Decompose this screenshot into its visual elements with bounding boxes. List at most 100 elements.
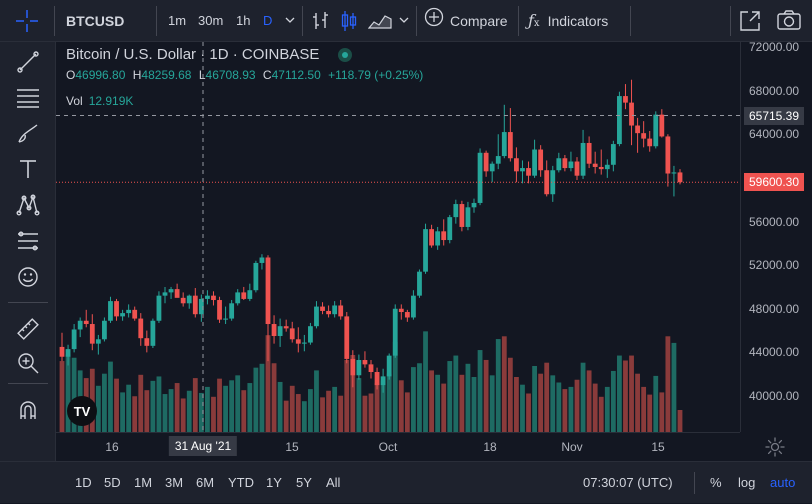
candle-body bbox=[653, 114, 659, 147]
volume-bar bbox=[653, 375, 659, 432]
volume-bar bbox=[108, 361, 113, 432]
time-axis[interactable]: 16 15 Oct 18 Nov 15 31 Aug '21 bbox=[56, 432, 740, 461]
fullscreen-icon[interactable] bbox=[738, 0, 762, 42]
indicators-button[interactable]: ƒx Indicators bbox=[528, 0, 608, 42]
interval-1h[interactable]: 1h bbox=[236, 13, 251, 28]
volume-bar bbox=[447, 361, 453, 432]
volume-bar bbox=[156, 376, 162, 432]
separator bbox=[54, 6, 55, 36]
magnet-icon[interactable] bbox=[14, 397, 42, 425]
candle-body bbox=[308, 326, 313, 343]
log-toggle[interactable]: log bbox=[738, 475, 756, 490]
range-1m[interactable]: 1M bbox=[134, 475, 153, 490]
volume-bar bbox=[186, 390, 192, 432]
symbol-search[interactable]: BTCUSD bbox=[66, 13, 125, 29]
candle-body bbox=[95, 339, 101, 344]
range-5y[interactable]: 5Y bbox=[296, 475, 312, 490]
camera-icon[interactable] bbox=[776, 0, 802, 42]
price-tick-label: 64000.00 bbox=[749, 127, 800, 142]
text-tool-icon[interactable] bbox=[14, 155, 42, 183]
crosshair-price-label: 65715.39 bbox=[744, 106, 804, 125]
range-1d[interactable]: 1D bbox=[75, 475, 92, 490]
volume-bar bbox=[471, 377, 477, 432]
interval-30m[interactable]: 30m bbox=[198, 13, 224, 28]
volume-legend[interactable]: Vol 12.919K bbox=[66, 94, 133, 108]
candle-body bbox=[126, 309, 132, 314]
price-chart[interactable]: TV bbox=[56, 42, 812, 461]
range-5d[interactable]: 5D bbox=[104, 475, 121, 490]
candles-icon[interactable] bbox=[340, 0, 358, 42]
fib-retracement-icon[interactable] bbox=[14, 227, 42, 255]
volume-bar bbox=[629, 355, 634, 432]
utc-clock[interactable]: 07:30:07 (UTC) bbox=[583, 475, 673, 490]
candle-body bbox=[314, 306, 319, 327]
candle-body bbox=[441, 231, 447, 241]
candle-body bbox=[562, 158, 568, 169]
chart-type-chevron-down-icon[interactable] bbox=[398, 0, 410, 42]
candle-body bbox=[459, 204, 465, 227]
candle-body bbox=[507, 132, 513, 159]
candle-body bbox=[65, 349, 71, 357]
volume-bar bbox=[95, 385, 101, 432]
interval-1m[interactable]: 1m bbox=[168, 13, 187, 28]
fx-icon: ƒx bbox=[528, 11, 540, 31]
candle-body bbox=[283, 326, 289, 329]
volume-bar bbox=[635, 373, 640, 432]
candle-body bbox=[114, 301, 119, 317]
smiley-icon[interactable] bbox=[14, 263, 42, 291]
volume-bars bbox=[59, 331, 683, 432]
horizontal-lines-icon[interactable] bbox=[14, 83, 42, 111]
candle-body bbox=[217, 300, 222, 320]
range-3m[interactable]: 3M bbox=[165, 475, 184, 490]
separator bbox=[156, 6, 157, 36]
range-1y[interactable]: 1Y bbox=[266, 475, 282, 490]
series-title[interactable]: Bitcoin / U.S. Dollar · 1D · COINBASE bbox=[66, 46, 320, 63]
market-status-icon[interactable] bbox=[337, 48, 352, 63]
crosshair-tool-icon[interactable] bbox=[14, 8, 40, 34]
compare-button[interactable]: Compare bbox=[424, 0, 508, 42]
interval-d[interactable]: D bbox=[263, 13, 273, 28]
range-ytd[interactable]: YTD bbox=[228, 475, 254, 490]
separator bbox=[8, 383, 48, 384]
volume-bar bbox=[59, 361, 65, 432]
brush-icon[interactable] bbox=[14, 119, 42, 147]
volume-bar bbox=[374, 383, 380, 432]
candle-body bbox=[356, 360, 362, 376]
candle-body bbox=[477, 152, 483, 203]
candle-body bbox=[235, 292, 241, 304]
candle-body bbox=[556, 158, 562, 171]
candle-body bbox=[89, 324, 95, 344]
auto-toggle[interactable]: auto bbox=[770, 475, 796, 490]
candle-body bbox=[368, 364, 374, 373]
price-axis[interactable]: 72000.0068000.0064000.0060000.0056000.00… bbox=[740, 40, 812, 432]
price-tick-label: 44000.00 bbox=[749, 345, 800, 360]
volume-bar bbox=[229, 380, 235, 432]
volume-bar bbox=[223, 385, 228, 432]
candle-body bbox=[102, 320, 107, 340]
candle-body bbox=[138, 318, 144, 339]
volume-bar bbox=[386, 373, 392, 432]
volume-bar bbox=[114, 378, 119, 432]
volume-bar bbox=[562, 389, 568, 432]
range-6m[interactable]: 6M bbox=[196, 475, 215, 490]
open-label: O bbox=[66, 68, 76, 82]
bar-chart-icon[interactable] bbox=[312, 0, 330, 42]
last-price-label: 59600.30 bbox=[744, 173, 804, 192]
separator bbox=[730, 6, 731, 36]
area-chart-icon[interactable] bbox=[367, 0, 392, 42]
candles bbox=[59, 79, 683, 393]
pattern-icon[interactable] bbox=[14, 191, 42, 219]
interval-chevron-down-icon[interactable] bbox=[284, 0, 296, 42]
volume-bar bbox=[247, 383, 253, 432]
trend-line-icon[interactable] bbox=[14, 48, 42, 76]
settings-gear-icon[interactable] bbox=[764, 436, 786, 458]
volume-bar bbox=[568, 386, 574, 432]
ruler-icon[interactable] bbox=[14, 315, 42, 343]
candle-body bbox=[301, 342, 307, 344]
volume-bar bbox=[138, 374, 144, 432]
candle-body bbox=[277, 326, 283, 337]
volume-bar bbox=[192, 378, 198, 432]
range-all[interactable]: All bbox=[326, 475, 341, 490]
zoom-in-icon[interactable] bbox=[14, 349, 42, 377]
percent-toggle[interactable]: % bbox=[710, 475, 722, 490]
